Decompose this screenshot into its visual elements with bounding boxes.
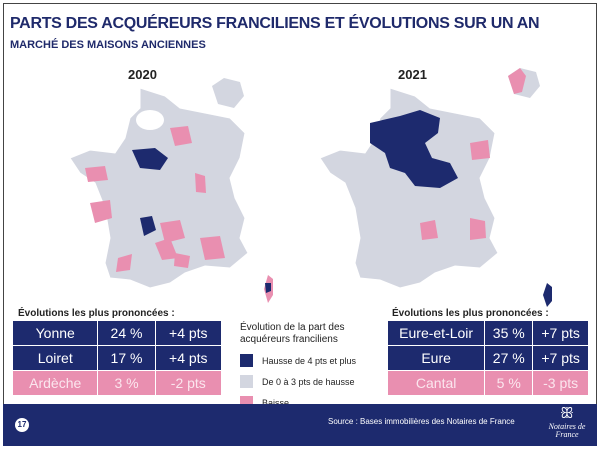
region-strong (140, 216, 156, 236)
share: 17 % (97, 345, 156, 371)
left-table: Yonne 24 % +4 pts Loiret 17 % +4 pts Ardèche… (11, 320, 223, 396)
share: 27 % (484, 345, 534, 371)
page-subtitle: MARCHÉ DES MAISONS ANCIENNES (10, 39, 206, 51)
swatch (240, 354, 253, 367)
legend-label: De 0 à 3 pts de hausse (262, 376, 355, 387)
legend-item: Hausse de 4 pts et plus (240, 352, 380, 369)
share: 24 % (97, 320, 156, 346)
share: 5 % (484, 370, 534, 396)
legend-title: Évolution de la part des acquéreurs fran… (240, 322, 345, 345)
table-row: Cantal 5 % -3 pts (386, 370, 589, 396)
left-table-heading: Évolutions les plus prononcées : (18, 308, 175, 319)
share: 3 % (97, 370, 156, 396)
dept: Ardèche (11, 370, 99, 396)
logo-icon: ꕥ (560, 406, 574, 422)
notaires-logo: ꕥ Notaires de France (543, 406, 591, 439)
dept: Cantal (386, 370, 486, 396)
share: 35 % (484, 320, 534, 346)
dept: Eure (386, 345, 486, 371)
change: +4 pts (154, 345, 223, 371)
table-row: Ardèche 3 % -2 pts (11, 370, 223, 396)
page-title: PARTS DES ACQUÉREURS FRANCILIENS ET ÉVOL… (10, 15, 540, 32)
change: -3 pts (532, 370, 589, 396)
maps (69, 68, 552, 307)
logo-text: Notaires de France (548, 422, 586, 439)
source-text: Source : Bases immobilières des Notaires… (328, 417, 515, 426)
table-row: Eure-et-Loir 35 % +7 pts (386, 320, 589, 346)
page-number: 17 (15, 418, 29, 432)
change: +4 pts (154, 320, 223, 346)
legend: Évolution de la part des acquéreurs fran… (240, 322, 380, 415)
idf-inset-2020 (212, 78, 244, 108)
table-row: Yonne 24 % +4 pts (11, 320, 223, 346)
idf-hole (136, 110, 164, 130)
change: +7 pts (532, 320, 589, 346)
legend-label: Baisse (262, 397, 290, 408)
dept: Yonne (11, 320, 99, 346)
right-table: Eure-et-Loir 35 % +7 pts Eure 27 % +7 pts Ca… (386, 320, 589, 396)
map-year-2020: 2020 (128, 67, 157, 82)
footer: 17 Source : Bases immobilières des Notai… (3, 404, 597, 446)
legend-item: De 0 à 3 pts de hausse (240, 373, 380, 390)
swatch (240, 375, 253, 388)
region-cantal (420, 220, 438, 240)
region-strong-rise (370, 110, 458, 188)
map-2020 (69, 87, 249, 289)
table-row: Loiret 17 % +4 pts (11, 345, 223, 371)
change: -2 pts (154, 370, 223, 396)
corsica-2021 (543, 283, 552, 307)
legend-label: Hausse de 4 pts et plus (262, 355, 357, 366)
dept: Eure-et-Loir (386, 320, 486, 346)
change: +7 pts (532, 345, 589, 371)
table-row: Eure 27 % +7 pts (386, 345, 589, 371)
region-loiret (132, 148, 168, 170)
map-year-2021: 2021 (398, 67, 427, 82)
right-table-heading: Évolutions les plus prononcées : (392, 308, 549, 319)
map-2021 (319, 87, 499, 289)
dept: Loiret (11, 345, 99, 371)
